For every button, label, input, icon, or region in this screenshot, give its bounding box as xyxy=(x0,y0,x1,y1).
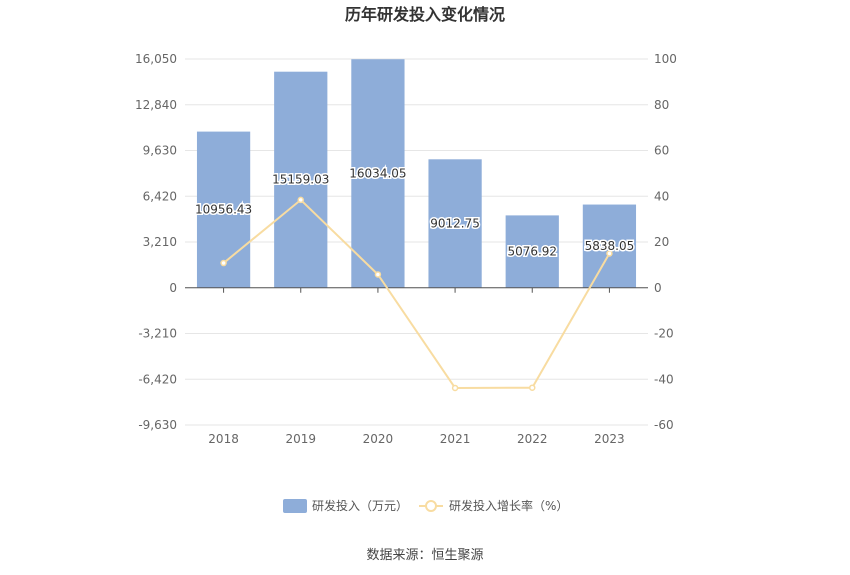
gridlines xyxy=(185,58,648,426)
bar xyxy=(582,204,637,288)
right-tick-label: 40 xyxy=(654,189,669,203)
line-series xyxy=(220,196,613,392)
left-tick-label: -9,630 xyxy=(138,418,177,432)
bar-data-labels: 10956.43 15159.03 16034.05 9012.75 5076.92 58… xyxy=(193,165,635,260)
bar xyxy=(274,71,328,288)
x-tick-label: 2021 xyxy=(440,432,471,446)
x-tick-label: 2019 xyxy=(285,432,316,446)
growth-point xyxy=(220,259,227,267)
bar-value-label: 5076.92 xyxy=(507,245,557,259)
legend-item-line[interactable]: 研发投入增长率（%） xyxy=(419,498,568,513)
growth-line xyxy=(222,198,611,389)
right-axis-ticks: 100 80 60 40 20 0 -20 -40 -60 xyxy=(654,52,677,432)
growth-point xyxy=(529,384,536,391)
right-tick-label: -20 xyxy=(654,327,674,341)
x-tick-label: 2020 xyxy=(363,432,394,446)
chart-title: 历年研发投入变化情况 xyxy=(345,5,505,24)
legend-line-label: 研发投入增长率（%） xyxy=(449,498,568,513)
left-tick-label: 0 xyxy=(169,281,177,295)
left-tick-label: -6,420 xyxy=(138,372,177,386)
legend: 研发投入（万元） 研发投入增长率（%） xyxy=(283,498,568,513)
bar-value-label: 15159.03 xyxy=(272,173,329,187)
source-note: 数据来源：恒生聚源 xyxy=(366,548,483,563)
bar xyxy=(351,59,405,288)
left-tick-label: 9,630 xyxy=(143,144,177,158)
right-tick-label: -40 xyxy=(654,372,674,386)
left-tick-label: 16,050 xyxy=(135,52,177,66)
bar-series xyxy=(196,59,637,288)
x-axis-ticks: 2018 2019 2020 2021 2022 2023 xyxy=(208,287,625,446)
right-tick-label: 20 xyxy=(654,235,669,249)
growth-point xyxy=(451,384,459,392)
right-tick-label: 0 xyxy=(654,281,662,295)
x-tick-label: 2023 xyxy=(594,432,625,446)
right-tick-label: 100 xyxy=(654,52,677,66)
bar xyxy=(505,215,559,288)
left-axis-ticks: 16,050 12,840 9,630 6,420 3,210 0 -3,210 -6,420… xyxy=(135,52,177,432)
left-tick-label: 6,420 xyxy=(143,189,177,203)
x-tick-label: 2018 xyxy=(208,432,239,446)
bar-value-label: 5838.05 xyxy=(585,239,635,253)
legend-bar-swatch xyxy=(283,499,307,513)
bar-value-label: 9012.75 xyxy=(430,217,480,231)
right-tick-label: 60 xyxy=(654,144,669,158)
legend-bar-label: 研发投入（万元） xyxy=(312,498,408,513)
bar-value-label: 10956.43 xyxy=(195,203,252,217)
right-tick-label: -60 xyxy=(654,418,674,432)
right-tick-label: 80 xyxy=(654,98,669,112)
bar-value-label: 16034.05 xyxy=(349,166,406,180)
legend-item-bar[interactable]: 研发投入（万元） xyxy=(283,498,408,513)
left-tick-label: 12,840 xyxy=(135,98,177,112)
x-tick-label: 2022 xyxy=(517,432,548,446)
left-tick-label: -3,210 xyxy=(138,327,177,341)
legend-line-marker xyxy=(425,500,437,512)
growth-point xyxy=(374,271,382,278)
left-tick-label: 3,210 xyxy=(143,235,177,249)
growth-point xyxy=(606,250,613,257)
bar xyxy=(428,159,482,288)
growth-point xyxy=(297,196,304,204)
